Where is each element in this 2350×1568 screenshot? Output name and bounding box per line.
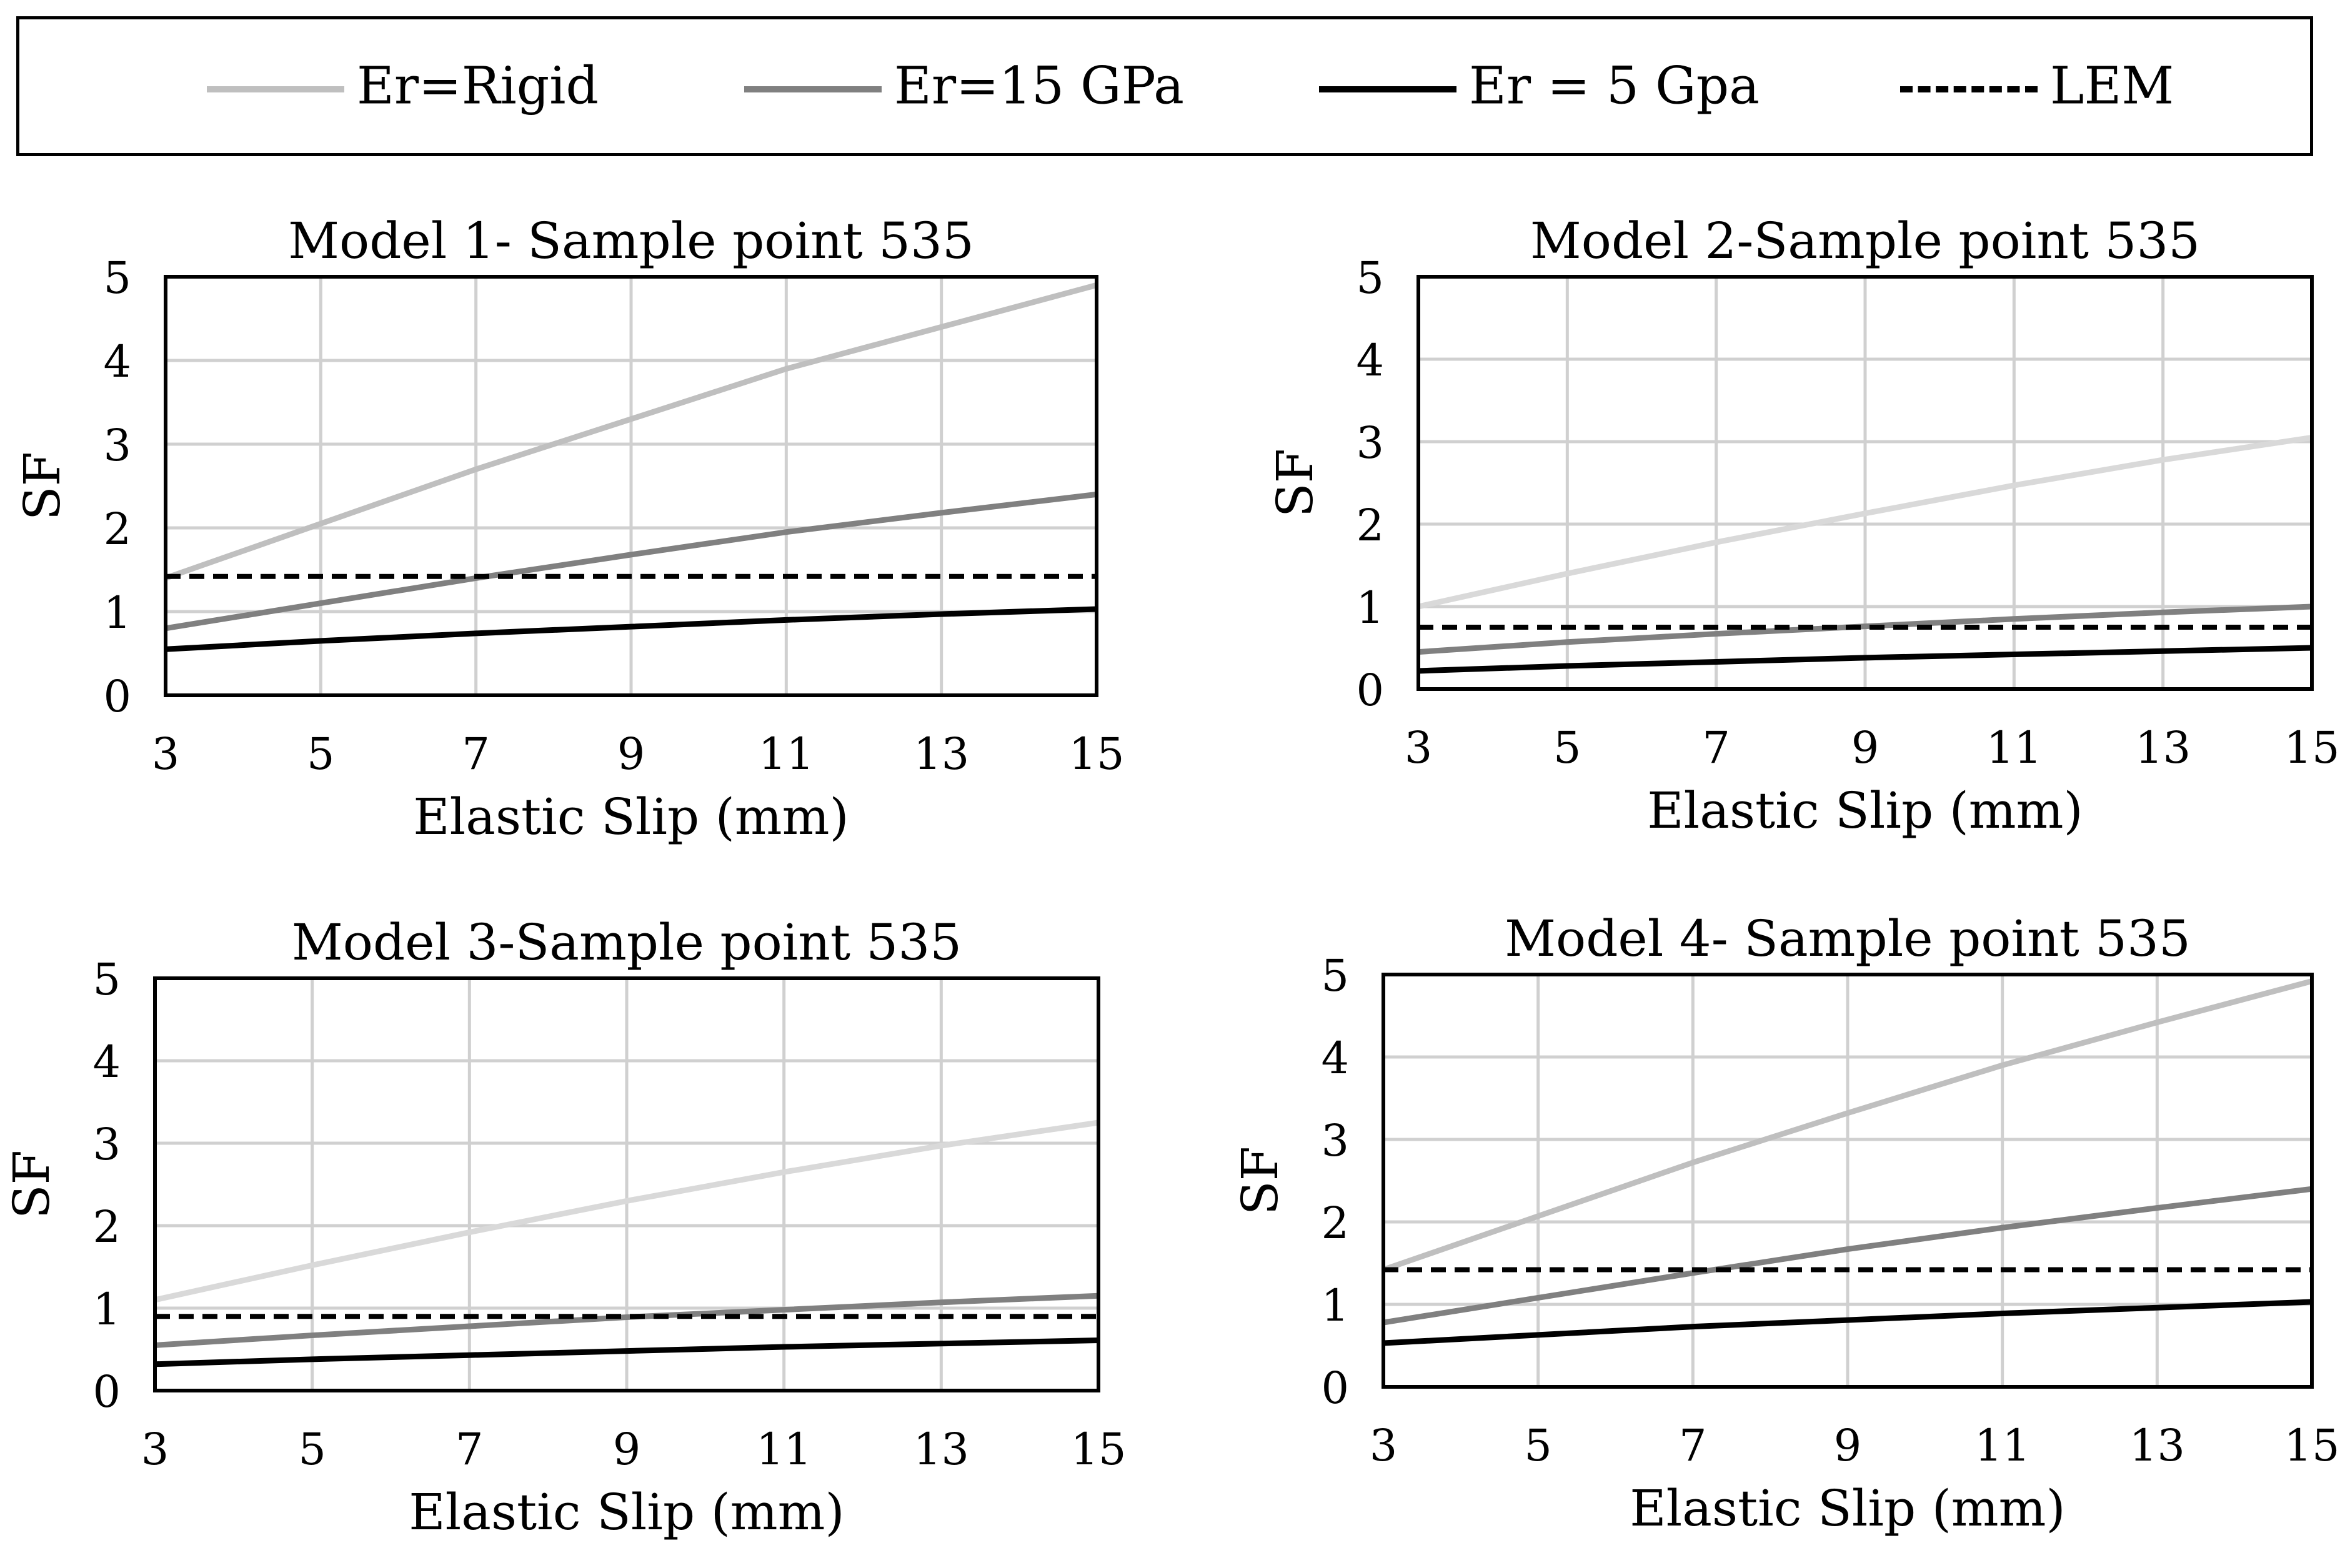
y-tick-label: 1	[1356, 582, 1384, 633]
y-tick-label: 1	[92, 1284, 121, 1335]
series-line-5gpa	[154, 1337, 1099, 1367]
x-tick-label: 15	[2284, 1420, 2339, 1471]
x-tick-label: 13	[914, 1424, 969, 1475]
y-tick-label: 5	[1321, 950, 1349, 1001]
y-tick-label: 0	[1321, 1362, 1349, 1414]
plot-frame	[153, 976, 1100, 1392]
chart-model-4: 0 1 2 3 4 5 3 5 7 9 11 13 15 Model 4- Sample point 53…	[1231, 910, 2340, 1537]
x-axis-label: Elastic Slip (mm)	[413, 788, 849, 846]
y-tick-label: 2	[103, 504, 131, 555]
chart-model-2: 0 1 2 3 4 5 3 5 7 9 11 13 15 Model 2-Sample point 535…	[1266, 212, 2340, 840]
y-tick-label: 5	[92, 954, 121, 1005]
chart-title: Model 4- Sample point 535	[1505, 910, 2191, 968]
series-line-rigid	[1382, 978, 2313, 1273]
x-tick-label: 9	[617, 728, 645, 780]
y-tick-label: 3	[1356, 417, 1384, 469]
y-tick-label: 5	[1356, 252, 1384, 304]
y-tick-label: 3	[92, 1119, 121, 1170]
x-tick-label: 3	[141, 1424, 169, 1475]
legend-swatch-lem	[1900, 86, 2038, 92]
x-tick-label: 5	[307, 728, 335, 780]
x-tick-label: 11	[759, 728, 814, 780]
legend-swatch-5gpa	[1319, 86, 1456, 92]
series-line-15gpa	[154, 1293, 1099, 1348]
y-tick-label: 4	[92, 1036, 121, 1088]
x-tick-label: 11	[1974, 1420, 2030, 1471]
y-tick-label: 3	[103, 420, 131, 471]
y-tick-label: 2	[1321, 1198, 1349, 1249]
x-tick-label: 7	[1702, 722, 1730, 773]
y-tick-label: 2	[92, 1201, 121, 1253]
x-tick-label: 5	[1553, 722, 1581, 773]
y-tick-label: 4	[1321, 1033, 1349, 1084]
x-axis-label: Elastic Slip (mm)	[1630, 1479, 2065, 1537]
series-line-rigid	[164, 282, 1098, 581]
series-line-rigid	[154, 1119, 1099, 1303]
legend-swatch-rigid	[207, 86, 344, 92]
y-tick-label: 0	[92, 1366, 121, 1417]
y-tick-label: 1	[1321, 1280, 1349, 1331]
legend-swatch-15gpa	[744, 86, 882, 92]
series-line-5gpa	[165, 606, 1097, 652]
plot-frame	[164, 275, 1098, 697]
series-line-15gpa	[1383, 1186, 2313, 1326]
y-tick-label: 1	[103, 587, 131, 638]
chart-title: Model 3-Sample point 535	[292, 913, 962, 971]
x-tick-label: 3	[152, 728, 180, 780]
chart-title: Model 1- Sample point 535	[288, 212, 974, 270]
x-tick-label: 15	[2284, 722, 2339, 773]
y-tick-label: 4	[1356, 335, 1384, 386]
plot-frame	[1416, 275, 2314, 691]
series-line-15gpa	[165, 491, 1097, 632]
x-tick-label: 11	[1986, 722, 2042, 773]
x-tick-label: 9	[1834, 1420, 1862, 1471]
x-tick-label: 15	[1068, 728, 1124, 780]
legend-label-5gpa: Er = 5 Gpa	[1469, 56, 1760, 116]
x-tick-label: 5	[298, 1424, 326, 1475]
chart-model-3: 0 1 2 3 4 5 3 5 7 9 11 13 15 Model 3-Sample point 535…	[2, 913, 1127, 1541]
x-tick-label: 9	[1851, 722, 1880, 773]
legend-label-lem: LEM	[2050, 56, 2174, 116]
chart-model-1: 0 1 2 3 4 5 3 5 7 9 11 13 15 Model 1- Sample point 53…	[13, 212, 1125, 846]
x-tick-label: 13	[2135, 722, 2191, 773]
plot-frame	[1382, 973, 2314, 1389]
series-line-15gpa	[1418, 603, 2313, 655]
x-axis-label: Elastic Slip (mm)	[1647, 782, 2083, 840]
x-tick-label: 13	[2129, 1420, 2185, 1471]
x-tick-label: 7	[1679, 1420, 1707, 1471]
x-axis-label: Elastic Slip (mm)	[409, 1483, 844, 1541]
series-line-rigid	[1418, 434, 2313, 610]
x-tick-label: 9	[613, 1424, 641, 1475]
y-tick-label: 0	[1356, 665, 1384, 716]
x-tick-label: 7	[462, 728, 490, 780]
series-line-5gpa	[1383, 1299, 2313, 1346]
legend-label-15gpa: Er=15 GPa	[894, 56, 1185, 116]
legend-label-rigid: Er=Rigid	[357, 56, 599, 116]
y-tick-label: 0	[103, 671, 131, 722]
y-axis-label: SF	[13, 452, 71, 520]
x-tick-label: 15	[1070, 1424, 1126, 1475]
x-tick-label: 11	[756, 1424, 812, 1475]
series-line-5gpa	[1418, 645, 2313, 674]
x-tick-label: 13	[914, 728, 969, 780]
y-axis-label: SF	[1231, 1146, 1289, 1215]
y-tick-label: 2	[1356, 500, 1384, 551]
y-axis-label: SF	[2, 1150, 61, 1219]
x-tick-label: 3	[1370, 1420, 1398, 1471]
x-tick-label: 5	[1524, 1420, 1552, 1471]
y-axis-label: SF	[1266, 449, 1324, 517]
legend: Er=Rigid Er=15 GPa Er = 5 Gpa LEM	[16, 16, 2313, 156]
y-tick-label: 5	[103, 252, 131, 304]
x-tick-label: 7	[456, 1424, 484, 1475]
x-tick-label: 3	[1405, 722, 1433, 773]
y-tick-label: 4	[103, 336, 131, 387]
chart-title: Model 2-Sample point 535	[1530, 212, 2200, 270]
y-tick-label: 3	[1321, 1115, 1349, 1166]
